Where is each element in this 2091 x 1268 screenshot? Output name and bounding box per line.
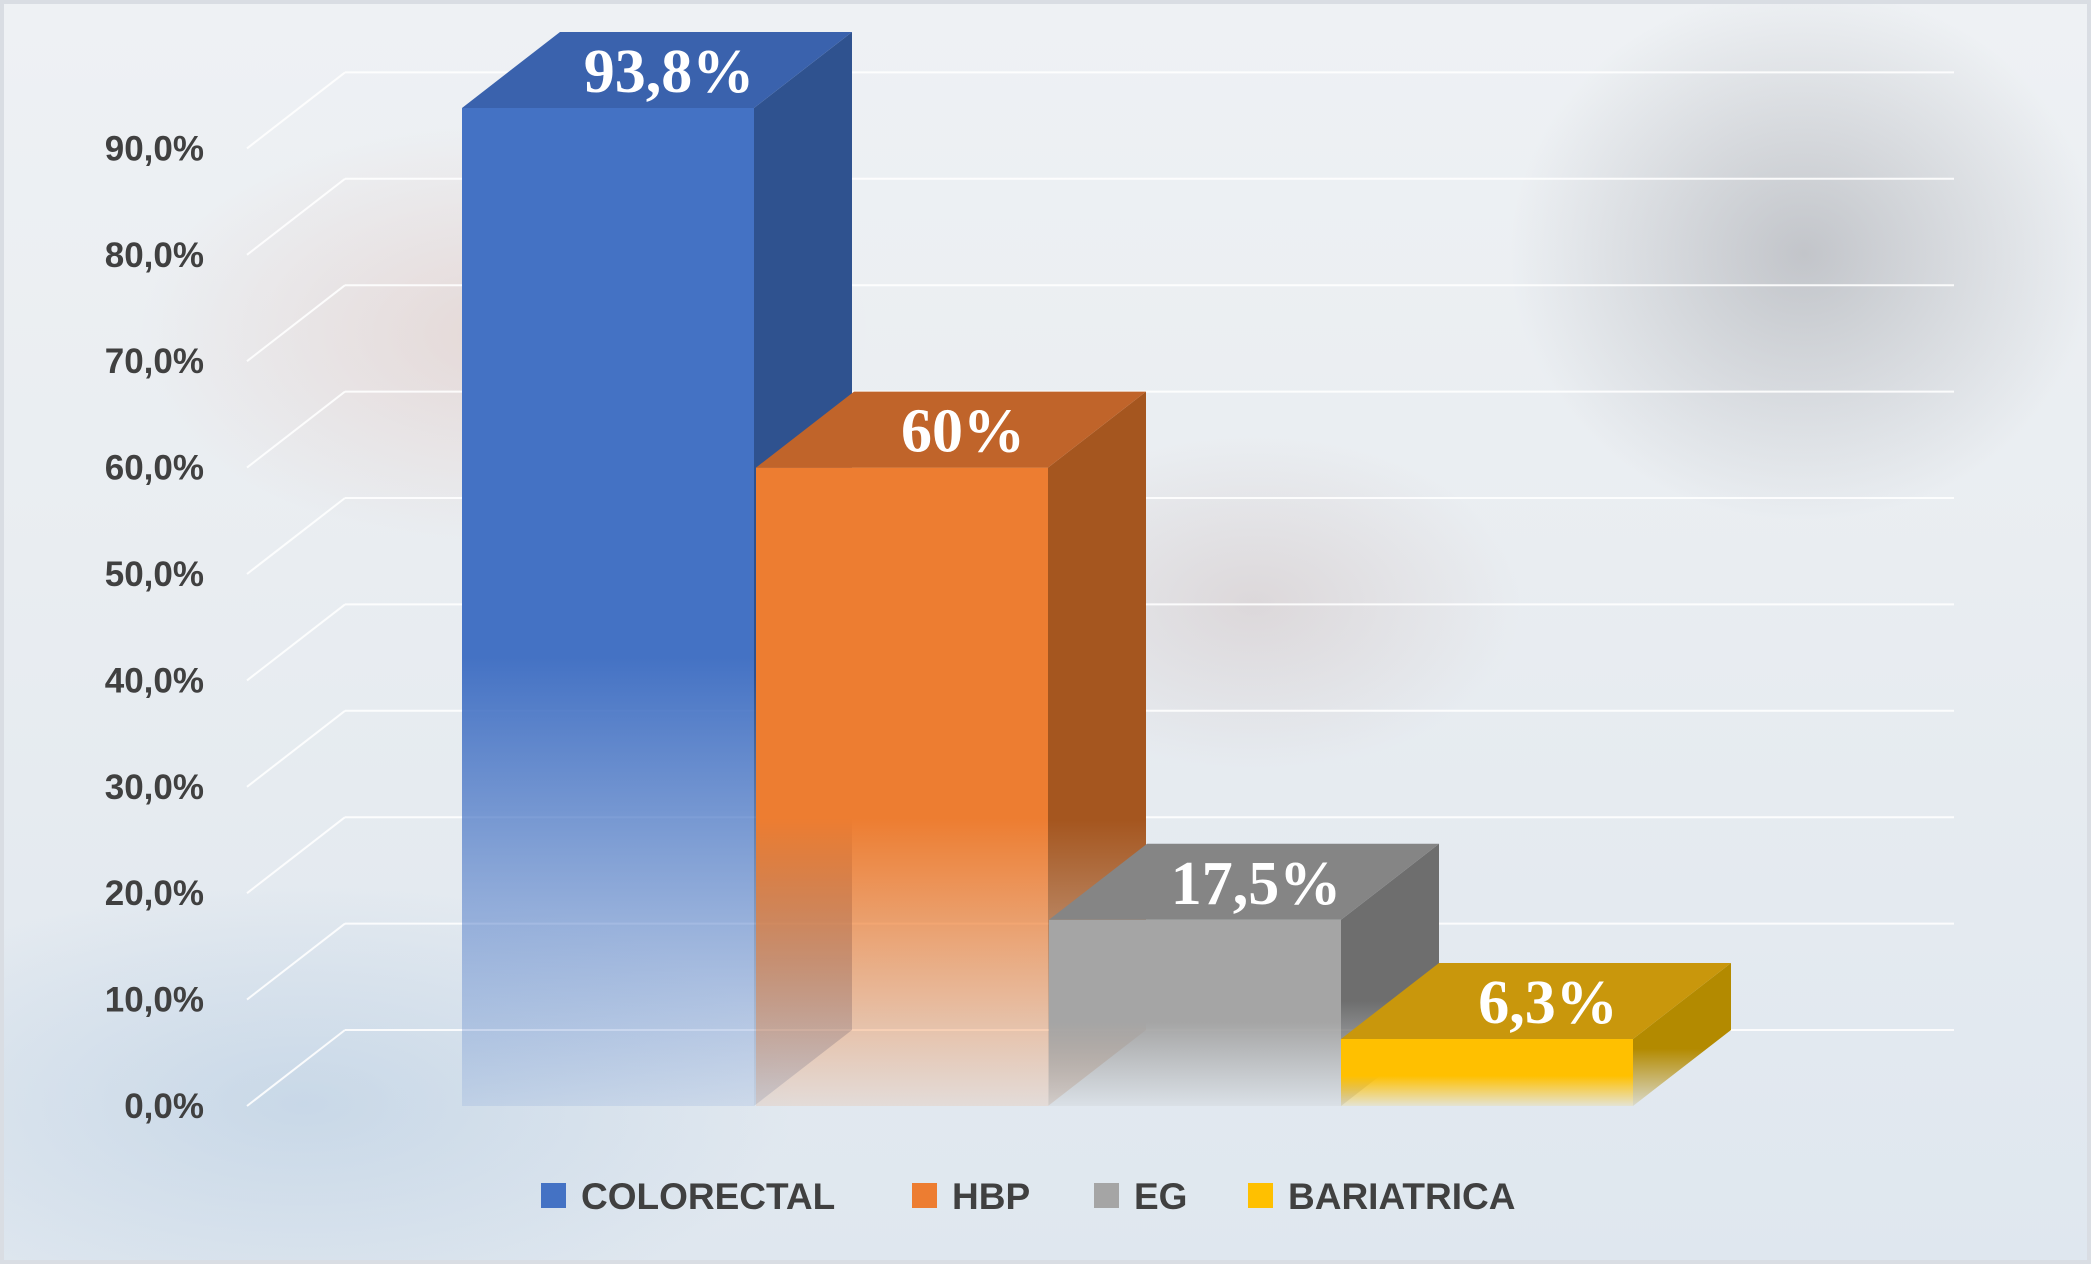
- y-tick-label: 30,0%: [105, 768, 204, 807]
- y-tick-label: 90,0%: [105, 129, 204, 168]
- legend-label-bariatrica: BARIATRICA: [1288, 1176, 1515, 1217]
- y-tick-label: 40,0%: [105, 661, 204, 700]
- gridline-diagonal: [246, 284, 346, 362]
- data-label-bariatrica: 6,3%: [1478, 969, 1618, 1037]
- bar-hbp: [756, 467, 1048, 1107]
- bars: [462, 31, 1731, 1107]
- gridline-diagonal: [246, 71, 346, 150]
- legend: COLORECTAL HBP EG BARIATRICA: [541, 1176, 1515, 1217]
- data-label-eg: 17,5%: [1171, 850, 1342, 918]
- bar-colorectal: [462, 107, 754, 1106]
- bar-top-bariatrica: [1341, 962, 1731, 1039]
- y-tick-label: 80,0%: [105, 236, 204, 275]
- gridline-diagonal: [246, 710, 346, 788]
- y-tick-label: 20,0%: [105, 874, 204, 913]
- bar-side-bariatrica: [1633, 962, 1731, 1106]
- legend-label-colorectal: COLORECTAL: [581, 1176, 835, 1217]
- y-tick-label: 70,0%: [105, 342, 204, 381]
- y-tick-label: 0,0%: [124, 1087, 204, 1126]
- legend-swatch-bariatrica: [1248, 1183, 1273, 1208]
- bar-chart: 0,0% 10,0% 20,0% 30,0% 40,0% 50,0% 60,0% 70,0% 8…: [105, 31, 1954, 1217]
- legend-swatch-hbp: [912, 1183, 937, 1208]
- legend-swatch-eg: [1094, 1183, 1119, 1208]
- gridline-diagonal: [246, 497, 346, 575]
- data-labels: 93,8% 60% 17,5% 6,3%: [584, 38, 1618, 1037]
- bar-bariatrica: [1341, 1038, 1633, 1106]
- y-tick-label: 10,0%: [105, 981, 204, 1020]
- y-tick-label: 50,0%: [105, 555, 204, 594]
- bar-top-hbp: [756, 391, 1146, 468]
- bar-top-eg: [1049, 843, 1439, 920]
- legend-label-eg: EG: [1134, 1176, 1187, 1217]
- y-axis-ticks: 0,0% 10,0% 20,0% 30,0% 40,0% 50,0% 60,0% 70,0% 8…: [105, 129, 204, 1126]
- legend-swatch-colorectal: [541, 1183, 566, 1208]
- data-label-hbp: 60%: [901, 398, 1025, 466]
- y-tick-label: 60,0%: [105, 449, 204, 488]
- gridline-diagonal: [246, 178, 346, 256]
- gridline-diagonal: [246, 1029, 346, 1107]
- bar-top-colorectal: [462, 31, 852, 108]
- legend-label-hbp: HBP: [952, 1176, 1030, 1217]
- bar-eg: [1049, 919, 1341, 1106]
- data-label-colorectal: 93,8%: [584, 38, 755, 106]
- gridline-diagonal: [246, 816, 346, 894]
- gridline-diagonal: [246, 922, 346, 1001]
- gridline-diagonal: [246, 603, 346, 682]
- gridline-diagonal: [246, 390, 346, 469]
